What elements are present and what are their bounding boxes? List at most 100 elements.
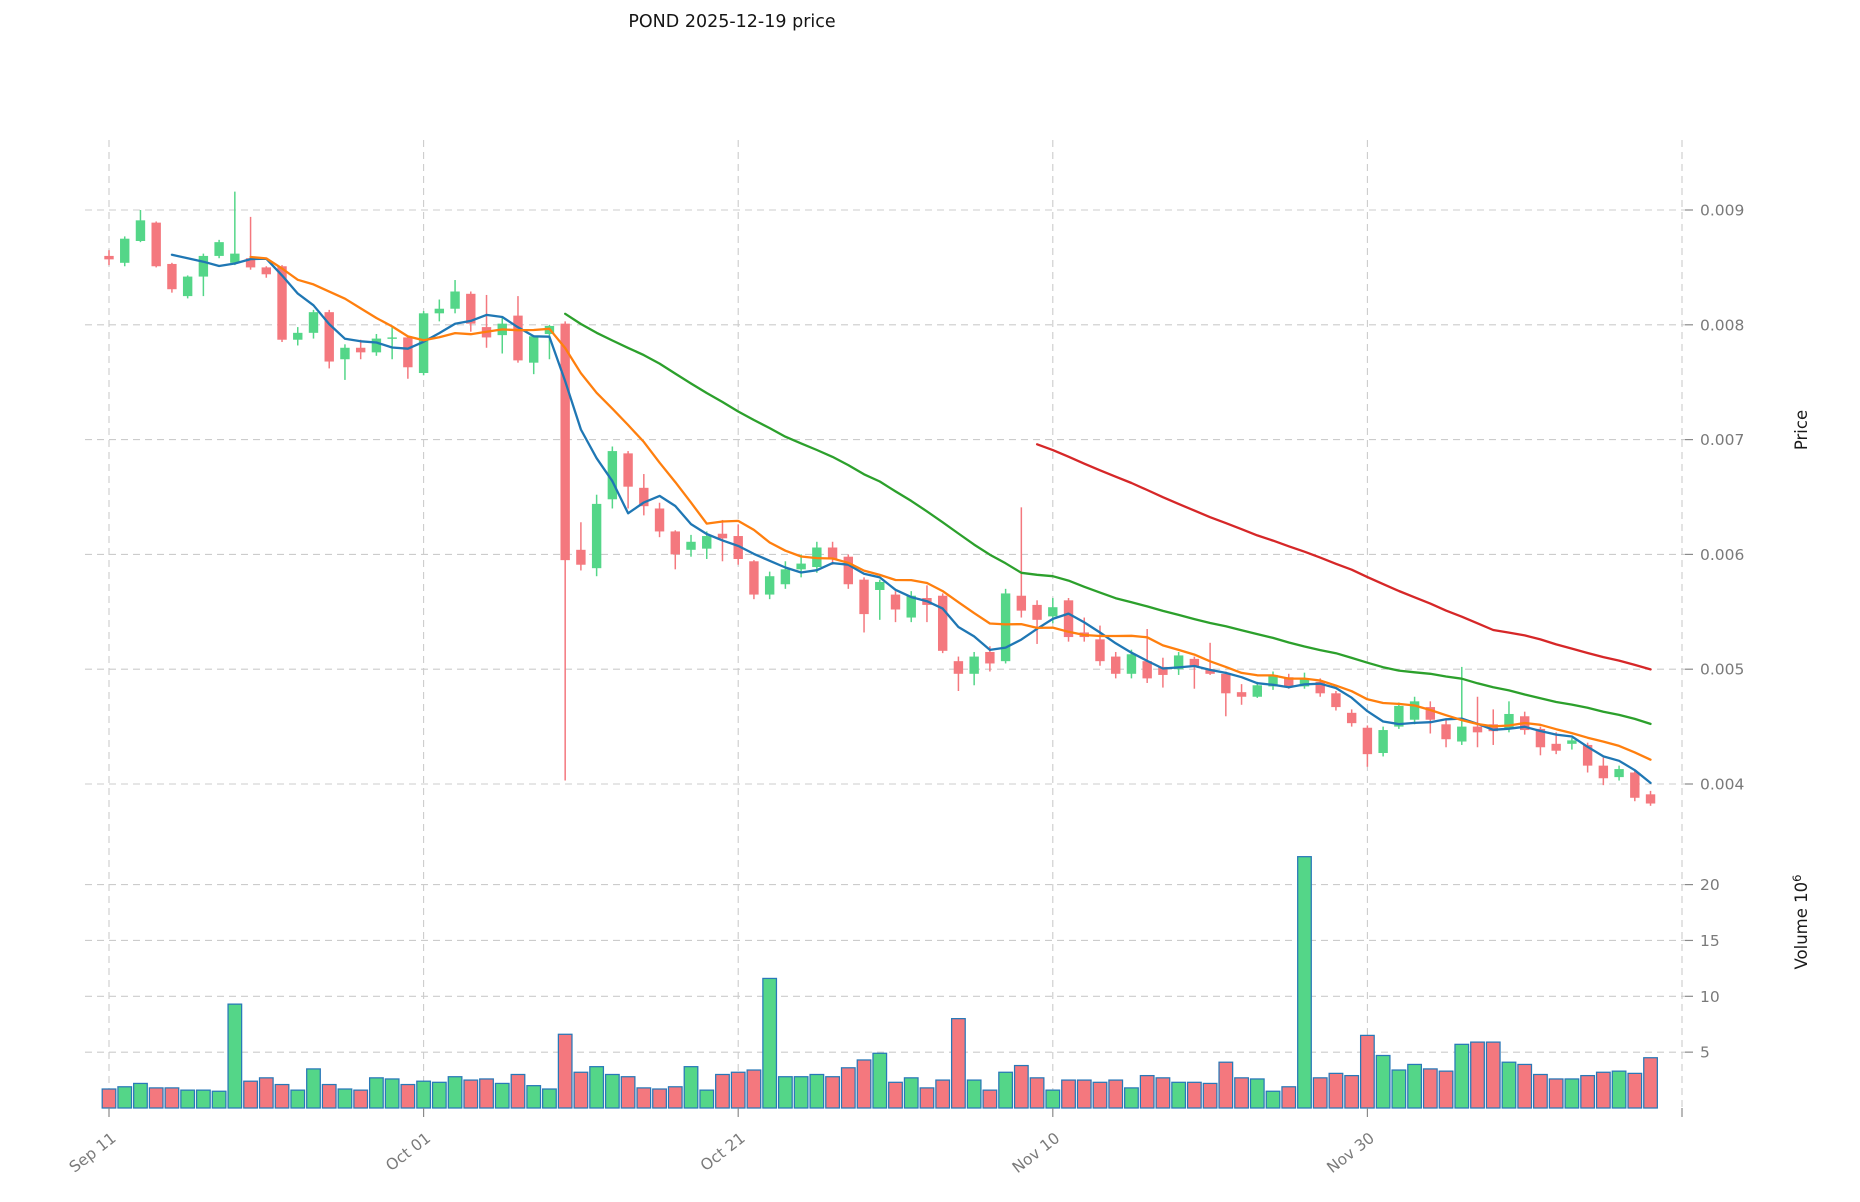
candle-body-down bbox=[953, 661, 964, 674]
candle-body-down bbox=[1032, 604, 1042, 620]
candle-body-up bbox=[607, 451, 618, 500]
candle-body-down bbox=[1205, 669, 1215, 674]
volume-bar bbox=[1407, 1063, 1423, 1109]
volume-bar bbox=[589, 1066, 605, 1109]
candle-body-up bbox=[1268, 674, 1278, 687]
volume-bar bbox=[1139, 1074, 1155, 1109]
candle-body-down bbox=[261, 267, 271, 275]
candle-body-up bbox=[1567, 740, 1577, 744]
candle-body-up bbox=[875, 581, 885, 590]
candle-body-down bbox=[1645, 794, 1656, 804]
candle-body-up bbox=[1394, 705, 1404, 727]
volume-bar bbox=[1328, 1072, 1344, 1109]
volume-bar bbox=[715, 1073, 730, 1109]
candle-body-up bbox=[1173, 655, 1184, 670]
volume-tick-label: 15 bbox=[1700, 932, 1720, 950]
candle-body-down bbox=[749, 561, 759, 595]
candle-body-down bbox=[1016, 595, 1027, 611]
volume-bar bbox=[919, 1087, 935, 1109]
sma30-line bbox=[564, 312, 1652, 726]
chart-title: POND 2025-12-19 price bbox=[628, 12, 835, 32]
candle-body-up bbox=[135, 220, 146, 241]
price-tick-label: 0.009 bbox=[1700, 202, 1744, 220]
candle-body-down bbox=[890, 594, 901, 610]
volume-bar bbox=[321, 1083, 337, 1109]
volume-bar bbox=[1485, 1041, 1501, 1109]
candle-body-down bbox=[1535, 728, 1546, 748]
candle-body-down bbox=[639, 487, 649, 507]
candle-body-down bbox=[151, 222, 161, 267]
volume-bar bbox=[416, 1080, 432, 1109]
volume-bar bbox=[1281, 1086, 1297, 1109]
volume-bar bbox=[180, 1089, 196, 1109]
candle-body-up bbox=[1299, 678, 1310, 687]
candle-body-down bbox=[1095, 639, 1105, 662]
candle-body-down bbox=[827, 547, 838, 559]
volume-bar bbox=[1580, 1074, 1596, 1109]
volume-bar bbox=[1124, 1087, 1139, 1109]
volume-tick-label: 20 bbox=[1700, 876, 1720, 894]
price-tick-label: 0.006 bbox=[1700, 546, 1744, 564]
volume-bar bbox=[306, 1068, 321, 1109]
volume-bar bbox=[1155, 1077, 1171, 1109]
volume-bar bbox=[1045, 1089, 1061, 1109]
volume-bar bbox=[762, 977, 778, 1109]
price-tick-label: 0.005 bbox=[1700, 661, 1744, 679]
candle-body-down bbox=[1425, 707, 1436, 720]
volume-bar bbox=[636, 1087, 652, 1109]
volume-bar bbox=[730, 1071, 746, 1109]
volume-bar bbox=[825, 1076, 841, 1109]
volume-bar bbox=[1297, 856, 1312, 1109]
volume-bar bbox=[1548, 1078, 1564, 1109]
price-tick-label: 0.004 bbox=[1700, 776, 1744, 794]
candle-body-up bbox=[1409, 701, 1420, 720]
volume-bar bbox=[667, 1086, 683, 1109]
volume-bar bbox=[274, 1083, 290, 1109]
volume-bar bbox=[1249, 1078, 1265, 1109]
candle-body-up bbox=[293, 332, 303, 340]
volume-bar bbox=[510, 1073, 526, 1109]
candle-body-down bbox=[654, 508, 665, 532]
volume-bar bbox=[903, 1077, 919, 1109]
volume-bar bbox=[431, 1081, 447, 1109]
candle-body-down bbox=[245, 258, 256, 268]
candle-body-up bbox=[371, 338, 382, 353]
volume-bar bbox=[888, 1081, 903, 1109]
volume-bar bbox=[148, 1087, 164, 1109]
candle-body-down bbox=[1362, 727, 1373, 755]
volume-bar bbox=[998, 1071, 1014, 1109]
candle-body-down bbox=[560, 323, 570, 561]
volume-bar bbox=[620, 1076, 636, 1109]
volume-bar bbox=[777, 1076, 793, 1109]
volume-bar bbox=[950, 1018, 966, 1109]
volume-bar bbox=[840, 1067, 856, 1109]
volume-bar bbox=[1422, 1068, 1438, 1109]
volume-bar bbox=[1391, 1069, 1407, 1109]
volume-bar bbox=[1470, 1041, 1485, 1109]
sma5-line bbox=[170, 253, 1652, 785]
candle-body-up bbox=[182, 276, 193, 297]
volume-bar bbox=[1076, 1079, 1092, 1109]
volume-bar bbox=[809, 1073, 825, 1109]
candle-body-up bbox=[418, 313, 429, 374]
volume-axis-label-text: Volume 10 bbox=[1792, 882, 1811, 970]
candle-body-down bbox=[1284, 677, 1294, 687]
candle-body-up bbox=[1504, 713, 1514, 729]
candle-body-down bbox=[513, 315, 523, 361]
candle-body-up bbox=[764, 576, 775, 595]
volume-bar bbox=[966, 1079, 982, 1109]
volume-bar bbox=[683, 1066, 699, 1109]
candle-body-down bbox=[1598, 765, 1609, 779]
price-axis-label: Price bbox=[1792, 410, 1811, 450]
volume-bar bbox=[856, 1059, 872, 1109]
volume-bar bbox=[1218, 1061, 1234, 1109]
volume-bar bbox=[1375, 1054, 1391, 1109]
sma10-line bbox=[249, 255, 1652, 761]
candle-body-down bbox=[1331, 693, 1341, 708]
candle-body-up bbox=[780, 569, 791, 585]
candle-body-down bbox=[466, 293, 476, 324]
candle-body-down bbox=[937, 595, 948, 651]
candle-body-up bbox=[969, 656, 979, 674]
